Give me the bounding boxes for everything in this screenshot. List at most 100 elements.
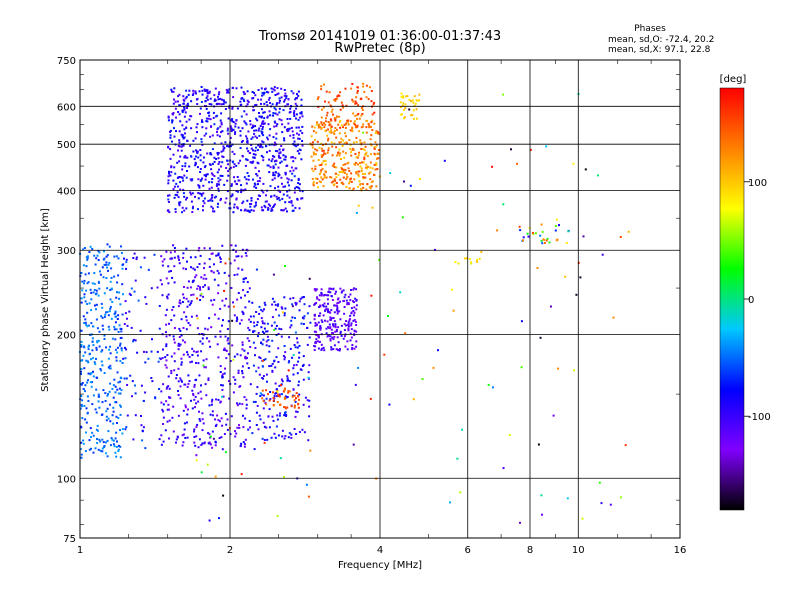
data-point xyxy=(178,258,180,261)
data-point xyxy=(247,175,250,177)
data-point xyxy=(323,302,326,305)
data-point xyxy=(205,175,207,178)
data-point xyxy=(339,318,342,321)
data-point xyxy=(98,438,101,441)
data-point xyxy=(254,149,257,152)
data-point xyxy=(240,86,243,89)
data-point xyxy=(293,394,296,397)
data-point xyxy=(373,163,376,166)
data-point xyxy=(295,363,298,366)
data-point xyxy=(355,136,358,139)
data-point xyxy=(121,432,124,435)
data-point xyxy=(203,166,206,169)
data-point xyxy=(97,294,100,297)
data-point xyxy=(287,122,290,125)
data-point xyxy=(282,185,285,188)
data-point xyxy=(293,110,296,113)
data-point xyxy=(333,178,336,181)
data-point xyxy=(235,87,238,90)
data-point xyxy=(116,422,118,424)
data-point xyxy=(168,194,171,197)
data-point xyxy=(268,134,271,137)
data-point xyxy=(408,108,411,111)
data-point xyxy=(236,353,239,356)
data-point xyxy=(213,94,216,97)
data-point xyxy=(370,294,373,297)
data-point xyxy=(301,125,304,128)
data-point xyxy=(190,294,193,297)
data-point xyxy=(308,305,311,308)
data-point xyxy=(327,137,330,140)
data-point xyxy=(541,230,544,233)
data-point xyxy=(248,318,251,321)
data-point xyxy=(105,410,108,413)
data-point xyxy=(314,322,317,324)
data-point xyxy=(234,122,237,125)
data-point xyxy=(315,131,318,134)
data-point xyxy=(177,149,179,152)
data-point xyxy=(273,321,276,324)
data-point xyxy=(225,88,228,91)
data-point xyxy=(291,204,294,207)
data-point xyxy=(261,125,264,128)
y-tick-label: 750 xyxy=(57,56,76,67)
data-point xyxy=(437,349,439,352)
data-point xyxy=(273,329,276,331)
data-point xyxy=(134,384,136,387)
data-point xyxy=(253,129,256,132)
data-point xyxy=(273,204,275,207)
data-point xyxy=(325,117,327,120)
data-point xyxy=(121,313,124,316)
data-point xyxy=(355,330,358,333)
data-point xyxy=(193,428,196,431)
data-point xyxy=(347,161,350,164)
data-point xyxy=(236,426,239,429)
data-point xyxy=(173,314,176,317)
data-point xyxy=(161,408,164,411)
data-point xyxy=(335,176,338,179)
data-point xyxy=(97,259,100,261)
data-point xyxy=(84,418,87,421)
data-point xyxy=(115,359,118,362)
data-point xyxy=(220,98,223,101)
data-point xyxy=(167,209,170,212)
data-point xyxy=(263,117,266,120)
data-point xyxy=(329,176,332,179)
data-point xyxy=(96,376,99,379)
data-point xyxy=(342,289,345,292)
data-point xyxy=(361,161,364,164)
data-point xyxy=(288,360,291,363)
data-point xyxy=(314,289,317,292)
data-point xyxy=(184,162,187,165)
data-point xyxy=(83,296,86,299)
data-point xyxy=(244,122,247,124)
data-point xyxy=(245,398,248,401)
data-point xyxy=(271,415,274,418)
data-point xyxy=(288,390,291,393)
data-point xyxy=(85,421,88,424)
data-point xyxy=(115,445,118,448)
data-point xyxy=(355,308,358,311)
data-point xyxy=(364,172,367,175)
data-point xyxy=(209,153,212,156)
data-point xyxy=(364,145,367,148)
data-point xyxy=(215,195,218,198)
data-point xyxy=(144,447,147,450)
data-point xyxy=(99,270,101,273)
data-point xyxy=(106,439,109,442)
data-point xyxy=(180,176,183,179)
data-point xyxy=(238,424,240,427)
data-point xyxy=(142,400,145,402)
data-point xyxy=(317,334,320,337)
data-point xyxy=(177,394,180,396)
data-point xyxy=(294,157,297,160)
data-point xyxy=(306,326,309,329)
data-point xyxy=(404,332,407,335)
data-point xyxy=(283,94,286,97)
data-point xyxy=(476,260,479,263)
data-point xyxy=(224,108,227,110)
data-point xyxy=(117,448,120,451)
data-point xyxy=(271,90,274,93)
data-point xyxy=(297,94,300,97)
